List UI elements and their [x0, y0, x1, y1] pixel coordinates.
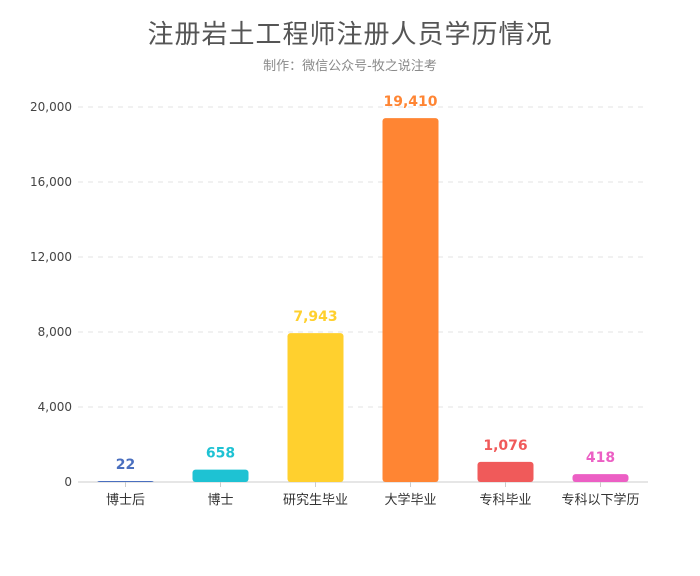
bar [572, 474, 629, 482]
y-tick-label: 20,000 [30, 100, 72, 114]
data-label: 418 [586, 450, 615, 466]
data-label: 22 [116, 457, 135, 473]
bar [192, 469, 249, 482]
chart-title: 注册岩土工程师注册人员学历情况 [147, 20, 553, 50]
y-tick-label: 16,000 [30, 175, 72, 189]
grid-lines [78, 106, 648, 408]
x-tick-label: 博士后 [106, 493, 145, 508]
data-labels: 22 658 7,943 19,410 1,076 418 [116, 94, 615, 473]
y-tick-label: 0 [64, 475, 72, 489]
chart-subtitle: 制作：微信公众号-牧之说注考 [263, 59, 437, 74]
y-tick-label: 8,000 [38, 325, 72, 339]
x-tick-label: 研究生毕业 [283, 493, 348, 508]
data-label: 7,943 [293, 309, 337, 325]
x-tick-label: 专科毕业 [479, 493, 531, 508]
x-tick-label: 专科以下学历 [561, 492, 639, 508]
data-label: 658 [206, 446, 235, 462]
bars [97, 118, 629, 482]
bar [97, 481, 154, 482]
axes: 0 4,000 8,000 12,000 16,000 20,000 博士后 博士 研究生毕业 大… [30, 100, 648, 508]
x-tick-label: 博士 [207, 493, 233, 508]
data-label: 1,076 [483, 438, 527, 454]
data-label: 19,410 [383, 94, 437, 110]
bar [382, 118, 439, 482]
bar [287, 333, 344, 482]
x-tick-label: 大学毕业 [384, 492, 436, 508]
bar [477, 461, 534, 482]
y-tick-label: 4,000 [38, 400, 72, 414]
y-tick-label: 12,000 [30, 250, 72, 264]
